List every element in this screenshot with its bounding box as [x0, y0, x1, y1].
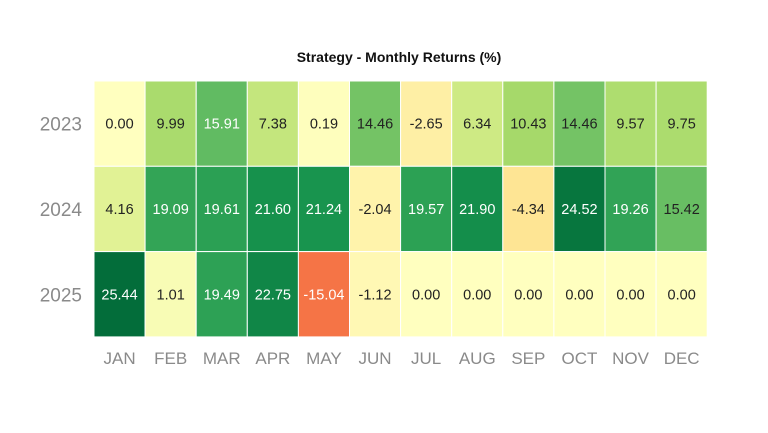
month-tick-dec: DEC — [664, 349, 700, 368]
cell-label-2024-sep: -4.34 — [512, 202, 545, 218]
heatmap-cell-2024-may — [297, 165, 350, 253]
cell-label-2025-jun: -1.12 — [359, 287, 392, 303]
heatmap-cell-2023-feb — [144, 80, 197, 167]
cell-label-2023-dec: 9.75 — [668, 117, 696, 133]
cell-label-2024-jun: -2.04 — [359, 202, 392, 218]
cell-label-2023-jan: 0.00 — [105, 117, 133, 133]
month-tick-jul: JUL — [411, 349, 441, 368]
cell-label-2024-jul: 19.57 — [408, 202, 444, 218]
year-axis: 2023 2024 2025 — [40, 115, 83, 307]
cell-label-2025-may: -15.04 — [303, 287, 344, 303]
month-tick-feb: FEB — [154, 349, 187, 368]
cell-label-2023-mar: 15.91 — [204, 117, 240, 133]
heatmap-cell-2024-oct — [553, 165, 606, 253]
cell-label-2023-oct: 14.46 — [561, 117, 597, 133]
cell-label-2023-sep: 10.43 — [510, 117, 546, 133]
heatmap-cell-2025-oct — [553, 251, 606, 338]
heatmap-cells: 0.00 9.99 15.91 7.38 0.19 14.46 -2.65 6.34 10.43… — [93, 80, 708, 338]
heatmap-cell-2024-apr — [246, 165, 299, 253]
chart-title: Strategy - Monthly Returns (%) — [297, 49, 502, 65]
month-tick-jan: JAN — [103, 349, 135, 368]
month-axis: JAN FEB MAR APR MAY JUN JUL AUG SEP OCT NOV DEC — [103, 349, 699, 368]
cell-label-2025-nov: 0.00 — [616, 287, 644, 303]
cell-label-2024-feb: 19.09 — [153, 202, 189, 218]
heatmap-cell-2024-dec — [655, 165, 708, 253]
cell-label-2025-sep: 0.00 — [514, 287, 542, 303]
heatmap-cell-2023-aug — [451, 80, 504, 167]
cell-label-2025-dec: 0.00 — [668, 287, 696, 303]
heatmap-cell-2023-apr — [246, 80, 299, 167]
cell-label-2023-nov: 9.57 — [616, 117, 644, 133]
heatmap-cell-2024-jun — [349, 165, 402, 253]
cell-label-2023-feb: 9.99 — [157, 117, 185, 133]
cell-label-2024-apr: 21.60 — [255, 202, 291, 218]
heatmap-cell-2025-jul — [400, 251, 453, 338]
month-tick-apr: APR — [255, 349, 290, 368]
month-tick-may: MAY — [306, 349, 342, 368]
heatmap-cell-2024-jul — [400, 165, 453, 253]
cell-label-2024-dec: 15.42 — [664, 202, 700, 218]
month-tick-aug: AUG — [459, 349, 496, 368]
heatmap-cell-2025-mar — [195, 251, 248, 338]
heatmap-cell-2025-jan — [93, 251, 146, 338]
heatmap-cell-2023-dec — [655, 80, 708, 167]
cell-label-2025-jan: 25.44 — [101, 287, 137, 303]
heatmap-cell-2024-sep — [502, 165, 555, 253]
cell-label-2024-nov: 19.26 — [612, 202, 648, 218]
cell-label-2023-aug: 6.34 — [463, 117, 491, 133]
cell-label-2025-jul: 0.00 — [412, 287, 440, 303]
heatmap-cell-2023-mar — [195, 80, 248, 167]
month-tick-sep: SEP — [511, 349, 545, 368]
heatmap-cell-2025-dec — [655, 251, 708, 338]
cell-label-2025-mar: 19.49 — [204, 287, 240, 303]
heatmap-cell-2023-oct — [553, 80, 606, 167]
heatmap-cell-2025-apr — [246, 251, 299, 338]
cell-label-2025-aug: 0.00 — [463, 287, 491, 303]
heatmap-cell-2024-nov — [604, 165, 657, 253]
month-tick-mar: MAR — [203, 349, 241, 368]
cell-label-2025-apr: 22.75 — [255, 287, 291, 303]
cell-label-2024-mar: 19.61 — [204, 202, 240, 218]
month-tick-nov: NOV — [612, 349, 650, 368]
cell-label-2024-may: 21.24 — [306, 202, 342, 218]
year-tick-2023: 2023 — [40, 115, 82, 136]
heatmap-cell-2023-jan — [93, 80, 146, 167]
heatmap-cell-2024-feb — [144, 165, 197, 253]
cell-label-2025-oct: 0.00 — [565, 287, 593, 303]
heatmap-cell-2025-nov — [604, 251, 657, 338]
cell-label-2023-apr: 7.38 — [259, 117, 287, 133]
heatmap-cell-2024-aug — [451, 165, 504, 253]
heatmap-cell-2023-jun — [349, 80, 402, 167]
cell-label-2024-jan: 4.16 — [105, 202, 133, 218]
heatmap-cell-2025-may — [297, 251, 350, 338]
month-tick-oct: OCT — [562, 349, 598, 368]
cell-label-2023-jun: 14.46 — [357, 117, 393, 133]
year-tick-2024: 2024 — [40, 200, 83, 221]
month-tick-jun: JUN — [359, 349, 392, 368]
cell-label-2023-may: 0.19 — [310, 117, 338, 133]
cell-label-2025-feb: 1.01 — [157, 287, 185, 303]
cell-label-2024-oct: 24.52 — [561, 202, 597, 218]
cell-label-2023-jul: -2.65 — [410, 117, 443, 133]
cell-label-2024-aug: 21.90 — [459, 202, 495, 218]
year-tick-2025: 2025 — [40, 285, 82, 306]
